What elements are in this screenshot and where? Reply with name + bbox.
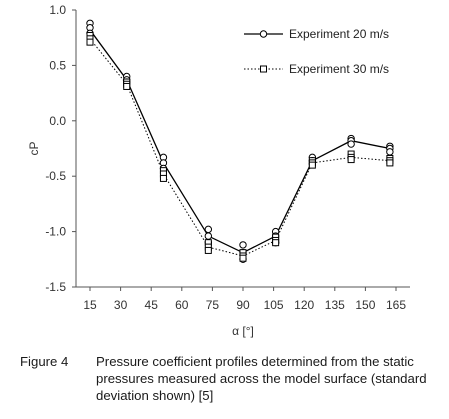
x-tick-label: 30 bbox=[114, 298, 128, 312]
x-tick-label: 45 bbox=[145, 298, 159, 312]
x-tick-label: 60 bbox=[175, 298, 189, 312]
y-tick-label: 1.0 bbox=[49, 3, 66, 17]
x-tick-label: 15 bbox=[83, 298, 97, 312]
data-point bbox=[204, 225, 213, 234]
data-point bbox=[86, 38, 94, 46]
x-tick-label: 150 bbox=[355, 298, 375, 312]
data-point bbox=[239, 241, 247, 249]
data-point bbox=[272, 239, 280, 247]
pressure-coefficient-chart: 1.0 0.5 0.0 -0.5 -1.0 -1.5 15 30 45 60 75 90 105 120 1… bbox=[27, 3, 410, 338]
x-tick-label: 75 bbox=[206, 298, 220, 312]
data-point bbox=[386, 148, 394, 156]
x-tick-label: 105 bbox=[264, 298, 284, 312]
data-point bbox=[347, 140, 355, 148]
data-point bbox=[386, 159, 394, 167]
y-tick-label: -1.0 bbox=[45, 225, 66, 239]
x-tick-label: 165 bbox=[386, 298, 406, 312]
legend-marker bbox=[259, 30, 268, 38]
x-tick-label: 90 bbox=[236, 298, 250, 312]
caption-text: Pressure coefficient profiles determined… bbox=[96, 354, 427, 403]
data-point bbox=[204, 232, 213, 240]
caption-label: Figure 4 bbox=[20, 354, 69, 369]
legend-entry: Experiment 30 m/s bbox=[244, 62, 389, 76]
x-tick-label: 120 bbox=[294, 298, 314, 312]
y-tick-label: 0.0 bbox=[49, 114, 66, 128]
y-tick-label: -0.5 bbox=[45, 169, 66, 183]
legend-label: Experiment 30 m/s bbox=[289, 62, 389, 76]
data-point bbox=[347, 156, 355, 164]
data-point bbox=[159, 174, 167, 182]
y-axis-title: cP bbox=[27, 141, 41, 155]
legend-entry: Experiment 20 m/s bbox=[244, 27, 389, 41]
y-tick-label: 0.5 bbox=[49, 58, 66, 72]
x-tick-label: 135 bbox=[325, 298, 345, 312]
data-point bbox=[239, 254, 247, 262]
series-2 bbox=[86, 31, 394, 262]
data-point bbox=[308, 161, 316, 169]
data-point bbox=[204, 246, 212, 254]
series-1 bbox=[86, 19, 394, 263]
legend-marker bbox=[260, 65, 267, 73]
legend-label: Experiment 20 m/s bbox=[289, 27, 389, 41]
x-axis-title: α [°] bbox=[232, 324, 254, 338]
y-tick-label: -1.5 bbox=[45, 280, 66, 294]
data-point bbox=[123, 82, 131, 90]
